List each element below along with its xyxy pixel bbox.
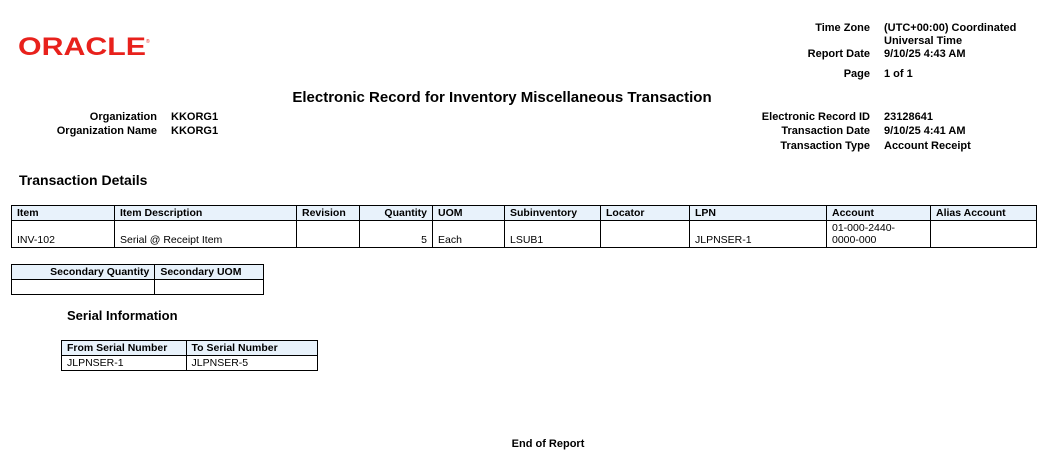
transaction-details-heading: Transaction Details [19,172,148,188]
table-header-row: Item Item Description Revision Quantity … [11,205,1037,221]
organization-name-value: KKORG1 [171,125,219,137]
cell-locator [600,220,690,248]
organization-value: KKORG1 [171,111,219,123]
end-of-report: End of Report [511,438,585,450]
svg-text:ORACLE: ORACLE [18,35,146,57]
oracle-logo: ORACLE ® [18,35,150,57]
transaction-date-value: 9/10/25 4:41 AM [884,125,966,137]
serial-table: From Serial Number To Serial Number JLPN… [61,340,319,371]
table-row [10,279,264,295]
cell-description: Serial @ Receipt Item [114,220,297,248]
cell-revision [296,220,360,248]
col-alias-account: Alias Account [930,205,1037,221]
report-date-value: 9/10/25 4:43 AM [884,48,966,60]
col-to-serial: To Serial Number [185,340,319,356]
col-account: Account [826,205,931,221]
col-subinventory: Subinventory [504,205,601,221]
col-uom: UOM [432,205,505,221]
cell-lpn: JLPNSER-1 [689,220,827,248]
cell-secondary-quantity [10,279,156,295]
col-item: Item [11,205,115,221]
col-secondary-quantity: Secondary Quantity [10,264,156,280]
serial-information-heading: Serial Information [67,308,178,323]
cell-from-serial: JLPNSER-1 [61,355,187,371]
cell-alias-account [930,220,1037,248]
report-title: Electronic Record for Inventory Miscella… [292,89,712,106]
table-row: JLPNSER-1 JLPNSER-5 [61,355,319,371]
account-line-1: 01-000-2440- [832,222,896,234]
table-row: INV-102 Serial @ Receipt Item 5 Each LSU… [11,220,1037,248]
col-lpn: LPN [689,205,827,221]
time-zone-value: (UTC+00:00) Coordinated [884,22,1017,34]
record-id-label: Electronic Record ID [761,111,870,123]
time-zone-label: Time Zone [815,22,870,34]
account-line-2: 0000-000 [832,234,877,246]
col-quantity: Quantity [359,205,433,221]
cell-subinventory: LSUB1 [504,220,601,248]
transaction-type-value: Account Receipt [884,140,971,152]
svg-text:®: ® [146,38,150,45]
record-id-value: 23128641 [884,111,933,123]
cell-secondary-uom [154,279,264,295]
organization-label: Organization [89,111,157,123]
col-from-serial: From Serial Number [61,340,187,356]
col-revision: Revision [296,205,360,221]
cell-item: INV-102 [11,220,115,248]
col-locator: Locator [600,205,690,221]
transaction-date-label: Transaction Date [781,125,870,137]
secondary-table: Secondary Quantity Secondary UOM [10,264,264,295]
cell-uom: Each [432,220,505,248]
cell-to-serial: JLPNSER-5 [185,355,319,371]
cell-quantity: 5 [359,220,433,248]
page-value: 1 of 1 [884,68,913,80]
time-zone-value-cont: Universal Time [884,35,963,47]
col-item-description: Item Description [114,205,297,221]
transaction-table: Item Item Description Revision Quantity … [11,205,1037,248]
transaction-type-label: Transaction Type [780,140,870,152]
organization-name-label: Organization Name [56,125,157,137]
page-label: Page [843,68,870,80]
report-date-label: Report Date [807,48,870,60]
cell-account: 01-000-2440- 0000-000 [826,220,931,248]
col-secondary-uom: Secondary UOM [154,264,264,280]
